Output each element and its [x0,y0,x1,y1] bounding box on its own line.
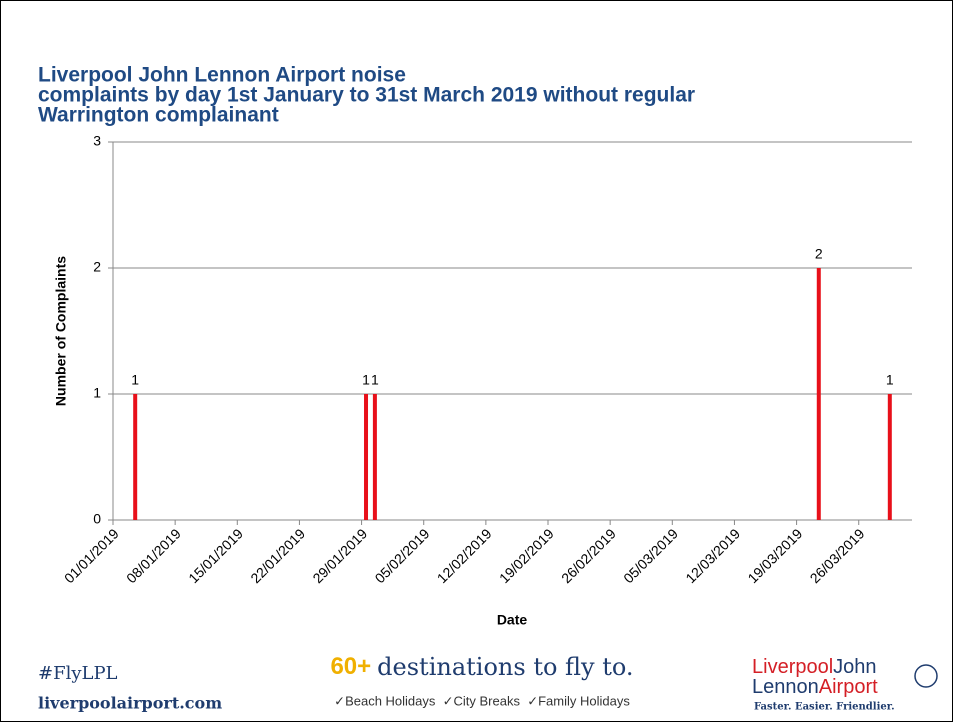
logo-text: Airport [819,676,878,698]
tagline: Faster. Easier. Friendlier. [754,702,895,713]
headline-text: destinations to fly to. [377,653,633,681]
logo-line: LennonAirport [752,676,878,698]
logo-text: Liverpool [752,656,833,678]
data-label: 1 [131,372,139,388]
website: liverpoolairport.com [38,694,222,713]
y-tick-label: 0 [93,511,101,527]
data-label: 1 [371,372,379,388]
features: ✓Beach Holidays ✓City Breaks ✓Family Hol… [334,693,630,708]
y-tick-label: 1 [93,385,101,401]
bar [133,394,138,520]
data-label: 2 [815,246,823,262]
bar [816,268,821,520]
chart-title: complaints by day 1st January to 31st Ma… [38,84,695,107]
headline-number: 60+ [330,653,371,680]
hashtag: #FlyLPL [38,663,118,684]
data-label: 1 [886,372,894,388]
bar [372,394,377,520]
y-tick-label: 2 [93,259,101,275]
logo-text: John [833,656,876,678]
chart-title: Warrington complainant [38,104,279,127]
data-label: 1 [362,372,370,388]
bar [364,394,369,520]
logo-icon [914,664,938,688]
x-axis-label: Date [497,612,528,628]
headline: 60+ destinations to fly to. [330,653,633,681]
logo-line: LiverpoolJohn [752,656,877,678]
y-tick-label: 3 [93,133,101,149]
bar [887,394,892,520]
chart-title: Liverpool John Lennon Airport noise [38,64,406,87]
logo-text: Lennon [752,676,819,698]
y-axis-label: Number of Complaints [53,256,69,406]
